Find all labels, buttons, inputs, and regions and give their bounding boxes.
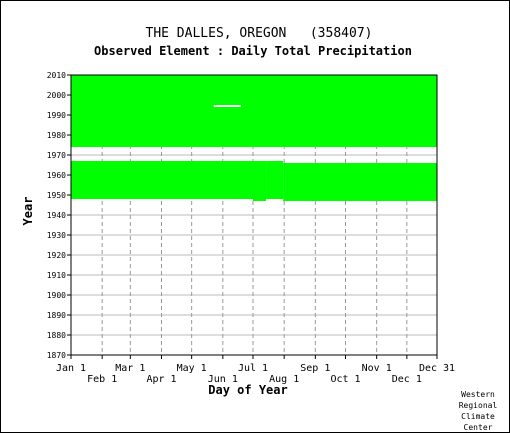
- y-tick-label: 1910: [47, 271, 66, 280]
- credit-line: Western: [461, 390, 495, 399]
- credit-line: Climate: [461, 412, 495, 421]
- x-tick-label: Feb 1: [87, 374, 117, 385]
- observed-block: [71, 75, 437, 147]
- x-tick-label: Apr 1: [146, 374, 176, 385]
- x-tick-label: Sep 1: [300, 363, 330, 374]
- y-tick-label: 1960: [47, 171, 66, 180]
- x-tick-label: Oct 1: [330, 374, 360, 385]
- y-tick-label: 1930: [47, 231, 66, 240]
- x-tick-label: Mar 1: [115, 363, 145, 374]
- x-tick-label: Nov 1: [362, 363, 392, 374]
- credit-line: Regional: [458, 401, 498, 410]
- y-tick-label: 1920: [47, 251, 66, 260]
- y-tick-label: 1950: [47, 191, 66, 200]
- x-tick-label: May 1: [177, 363, 207, 374]
- y-tick-label: 1890: [47, 311, 66, 320]
- observed-block: [252, 161, 267, 201]
- y-tick-label: 1980: [47, 131, 66, 140]
- observed-block: [71, 161, 253, 199]
- x-tick-label: Jan 1: [56, 363, 86, 374]
- x-tick-label: Dec 31: [419, 363, 455, 374]
- observed-block: [71, 75, 103, 145]
- y-tick-label: 1970: [47, 151, 66, 160]
- x-tick-label: Aug 1: [269, 374, 299, 385]
- wrcc-credit: Western Regional Climate Center: [452, 389, 504, 433]
- missing-gap: [213, 105, 241, 107]
- y-tick-label: 2000: [47, 91, 66, 100]
- observed-block: [283, 163, 437, 201]
- y-tick-label: 1880: [47, 331, 66, 340]
- x-tick-label: Jun 1: [208, 374, 238, 385]
- credit-line: Center: [463, 423, 493, 432]
- y-tick-label: 2010: [47, 71, 66, 80]
- y-tick-label: 1990: [47, 111, 66, 120]
- y-tick-label: 1940: [47, 211, 66, 220]
- x-tick-label: Jul 1: [238, 363, 268, 374]
- plot-border: [70, 74, 438, 356]
- y-tick-label: 1870: [47, 351, 66, 360]
- x-tick-label: Dec 1: [392, 374, 422, 385]
- x-axis-label: Day of Year: [208, 383, 287, 397]
- y-tick-label: 1900: [47, 291, 66, 300]
- plot-area: 1870 1880 1890 1900 1910 1920 1930 1940 1950 1960…: [47, 71, 455, 385]
- y-axis-label: Year: [21, 197, 35, 226]
- chart-subtitle: Observed Element : Daily Total Precipita…: [94, 44, 412, 58]
- observed-block: [266, 161, 284, 199]
- chart-title: THE DALLES, OREGON (358407): [146, 26, 373, 41]
